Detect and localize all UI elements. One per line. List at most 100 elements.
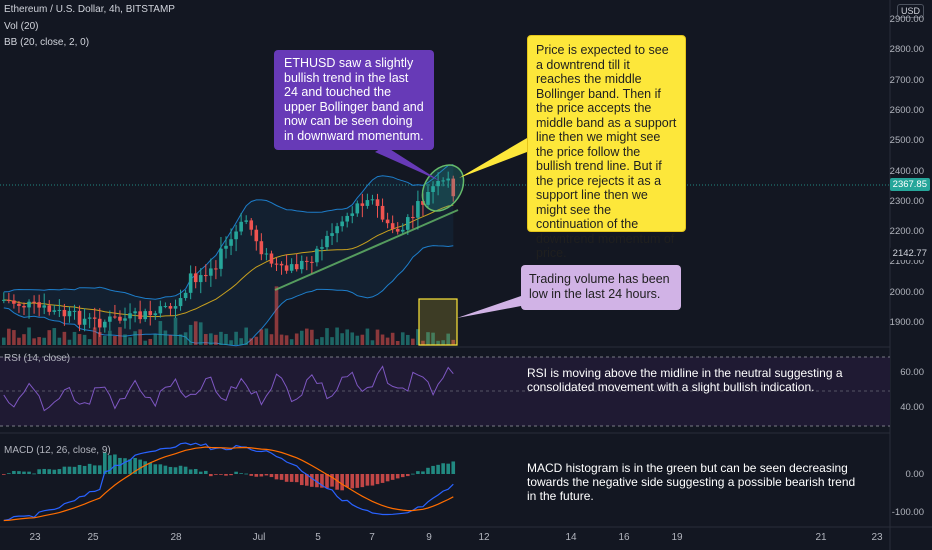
candle-body: [188, 273, 193, 293]
volume-bar: [279, 334, 284, 345]
macd-histogram-bar: [32, 473, 36, 475]
macd-histogram-bar: [1, 474, 6, 475]
macd-histogram-bar: [22, 471, 26, 474]
volume-bar: [320, 337, 324, 345]
volume-bar: [57, 337, 62, 345]
candle-body: [143, 311, 147, 320]
rsi-legend[interactable]: RSI (14, close): [4, 353, 71, 364]
volume-bar: [12, 330, 16, 345]
candle-body: [2, 299, 6, 301]
price-tick: 1900.00: [889, 317, 924, 328]
macd-histogram-bar: [168, 466, 173, 474]
candle-body: [62, 309, 67, 317]
volume-bar: [77, 334, 82, 345]
currency-button[interactable]: USD: [896, 4, 924, 18]
candle-body: [97, 318, 102, 328]
volume-bar: [37, 337, 41, 345]
macd-legend[interactable]: MACD (12, 26, close, 9): [4, 445, 111, 456]
current-price-badge: 2367.85: [889, 178, 930, 191]
volume-bar: [214, 334, 218, 345]
volume-bar: [259, 329, 264, 345]
macd-histogram-bar: [441, 463, 445, 474]
macd-histogram-bar: [204, 470, 208, 474]
candle-body: [254, 229, 259, 242]
price-tick: 2500.00: [889, 135, 924, 147]
purple-callout-pointer: [375, 146, 440, 181]
candle-body: [360, 203, 365, 206]
macd-histogram-bar: [294, 474, 299, 483]
volume-bar: [173, 317, 178, 345]
candle-body: [108, 316, 112, 322]
volume-bar: [335, 327, 339, 345]
date-tick: 14: [565, 532, 577, 543]
macd-histogram-bar: [143, 461, 147, 474]
macd-histogram-bar: [188, 469, 193, 474]
macd-histogram-bar: [219, 474, 223, 475]
volume-bar: [451, 339, 456, 345]
candle-body: [411, 217, 415, 219]
rsi-annotation[interactable]: RSI is moving above the midline in the n…: [527, 366, 843, 394]
date-tick: 23: [871, 532, 883, 543]
volume-legend[interactable]: Vol (20): [4, 21, 39, 32]
symbol-legend[interactable]: Ethereum / U.S. Dollar, 4h, BITSTAMP: [4, 4, 175, 15]
volume-bar: [103, 335, 107, 345]
candle-body: [52, 310, 57, 312]
volume-bar: [82, 334, 87, 345]
candle-body: [234, 231, 238, 240]
volume-bar: [92, 327, 97, 345]
volume-bar: [350, 332, 355, 345]
rsi-line: [3, 365, 454, 412]
candle-body: [12, 300, 16, 304]
macd-histogram-bar: [138, 459, 142, 474]
candle-body: [92, 317, 97, 319]
candle-body: [67, 310, 72, 317]
candle-body: [451, 178, 456, 197]
candle-body: [385, 219, 390, 224]
candle-body: [335, 226, 339, 234]
date-tick: 28: [170, 532, 182, 543]
candlesticks[interactable]: [2, 171, 456, 337]
bb-basis: [3, 204, 454, 318]
macd-histogram-bar: [289, 474, 294, 482]
macd-histogram-bar: [345, 474, 349, 488]
candle-body: [421, 201, 425, 205]
yellow-callout-pointer: [459, 138, 527, 178]
date-tick: 23: [29, 532, 41, 543]
candle-body: [22, 305, 26, 308]
volume-annotation[interactable]: Trading volume has been low in the last …: [521, 265, 681, 310]
price-tick: 2200.00: [889, 226, 924, 238]
macd-histogram-bar: [52, 469, 57, 474]
date-tick: Jul: [252, 532, 266, 543]
macd-histogram-bar: [113, 454, 117, 474]
volume-bar: [22, 334, 26, 345]
macd-histogram-bar: [97, 465, 102, 474]
candle-body: [340, 221, 344, 227]
macd-histogram-bar: [254, 474, 259, 477]
purple-annotation[interactable]: ETHUSD saw a slightly bullish trend in t…: [274, 50, 434, 150]
volume-bar: [209, 333, 213, 345]
rsi-series: [3, 365, 454, 412]
macd-histogram-bar: [47, 469, 52, 474]
price-tick: 2800.00: [889, 44, 924, 56]
volume-bar: [138, 329, 142, 345]
macd-histogram-bar: [451, 461, 456, 474]
volume-bar: [390, 332, 395, 345]
volume-highlight-box[interactable]: [418, 298, 458, 346]
date-tick: 25: [87, 532, 99, 543]
macd-annotation[interactable]: MACD histogram is in the green but can b…: [527, 461, 856, 503]
candle-body: [128, 313, 132, 319]
volume-bar: [249, 338, 254, 345]
macd-histogram-bar: [42, 468, 46, 474]
volume-bar: [47, 330, 52, 345]
macd-tick-neg100: -100.00: [891, 507, 924, 518]
macd-histogram-bar: [335, 474, 339, 490]
volume-bar: [128, 337, 132, 345]
yellow-annotation[interactable]: Price is expected to see a downtrend til…: [527, 35, 686, 260]
price-tick: 2600.00: [889, 104, 924, 116]
volume-bar: [133, 331, 137, 345]
bollinger-legend[interactable]: BB (20, close, 2, 0): [4, 37, 90, 48]
volume-bar: [234, 331, 238, 345]
volume-bar: [325, 328, 329, 345]
bullish-trendline[interactable]: [274, 209, 459, 291]
